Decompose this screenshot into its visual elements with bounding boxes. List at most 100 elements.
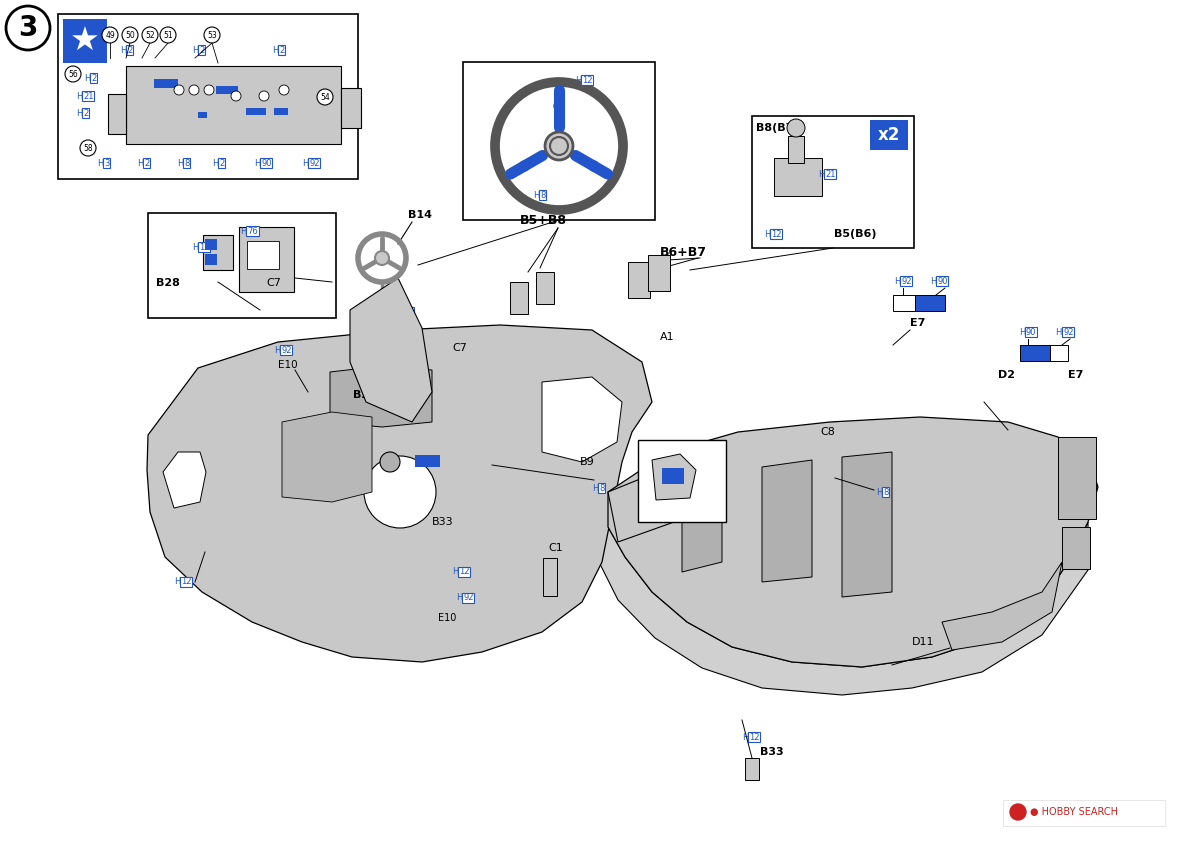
Polygon shape <box>147 325 652 662</box>
Text: 12: 12 <box>749 733 760 742</box>
Text: H: H <box>192 45 198 55</box>
Text: 21: 21 <box>83 92 94 100</box>
Text: D2: D2 <box>998 370 1016 380</box>
Text: C8: C8 <box>820 427 835 437</box>
Bar <box>774 158 822 196</box>
Text: H: H <box>212 158 218 168</box>
Text: B28: B28 <box>156 278 180 288</box>
Text: B5(B6): B5(B6) <box>834 229 877 239</box>
Circle shape <box>81 140 96 156</box>
Circle shape <box>555 101 564 111</box>
Text: D11: D11 <box>912 637 935 647</box>
Text: 90: 90 <box>261 158 271 168</box>
Bar <box>205 239 217 250</box>
Text: H: H <box>76 92 82 100</box>
Circle shape <box>160 27 177 43</box>
Circle shape <box>278 85 289 95</box>
Circle shape <box>519 161 530 171</box>
Text: 2: 2 <box>83 109 88 118</box>
Text: E10: E10 <box>278 360 297 370</box>
Text: H: H <box>1056 328 1062 337</box>
Text: 12: 12 <box>771 230 781 238</box>
Bar <box>274 108 288 115</box>
Text: 2: 2 <box>91 73 96 83</box>
Bar <box>203 235 233 270</box>
Polygon shape <box>329 366 433 427</box>
Polygon shape <box>598 522 1088 695</box>
Bar <box>1020 345 1050 361</box>
Text: 3: 3 <box>104 158 109 168</box>
Text: B14: B14 <box>408 210 433 220</box>
Text: x2: x2 <box>878 126 901 144</box>
Text: 8: 8 <box>540 190 545 200</box>
Bar <box>246 108 265 115</box>
Text: B33: B33 <box>760 747 783 757</box>
Text: 2: 2 <box>127 45 133 55</box>
Text: H: H <box>893 276 899 285</box>
Bar <box>463 62 655 220</box>
Bar <box>63 19 107 63</box>
Circle shape <box>787 119 805 137</box>
Text: 12: 12 <box>459 568 469 577</box>
Text: H: H <box>451 568 457 577</box>
Bar <box>1050 345 1068 361</box>
Text: 2: 2 <box>199 45 204 55</box>
Text: E7: E7 <box>1068 370 1083 380</box>
Text: 90: 90 <box>1026 328 1037 337</box>
Text: H: H <box>254 158 260 168</box>
Text: 2: 2 <box>219 158 224 168</box>
Text: H: H <box>76 109 82 118</box>
Bar <box>628 262 651 298</box>
Circle shape <box>231 91 241 101</box>
Text: 2: 2 <box>145 158 149 168</box>
Text: H: H <box>818 169 824 179</box>
Text: 50: 50 <box>126 30 135 40</box>
Text: E7: E7 <box>910 318 925 328</box>
Text: B33: B33 <box>433 517 454 527</box>
Bar <box>154 79 178 88</box>
Text: 92: 92 <box>1063 328 1074 337</box>
Text: H: H <box>239 226 246 236</box>
Text: 92: 92 <box>309 158 320 168</box>
Bar <box>205 254 217 265</box>
Bar <box>1058 437 1096 519</box>
Text: H: H <box>192 242 198 252</box>
Text: 90: 90 <box>937 276 948 285</box>
Text: H: H <box>136 158 143 168</box>
Text: H: H <box>302 158 308 168</box>
Text: H: H <box>174 578 180 587</box>
Circle shape <box>1010 804 1026 820</box>
Text: H: H <box>742 733 748 742</box>
Text: 12: 12 <box>582 76 592 84</box>
Circle shape <box>204 85 214 95</box>
Circle shape <box>260 91 269 101</box>
Bar <box>216 86 238 94</box>
Bar <box>648 255 670 291</box>
Text: 49: 49 <box>105 30 115 40</box>
Text: B9: B9 <box>579 457 595 467</box>
Polygon shape <box>282 412 372 502</box>
Text: 76: 76 <box>246 226 258 236</box>
Text: 2: 2 <box>278 45 284 55</box>
Circle shape <box>318 89 333 105</box>
Text: 52: 52 <box>146 30 155 40</box>
Circle shape <box>545 132 574 160</box>
Text: C7: C7 <box>265 278 281 288</box>
Bar <box>1003 800 1165 826</box>
Bar <box>788 136 803 163</box>
Text: A1: A1 <box>660 332 674 342</box>
Circle shape <box>122 27 137 43</box>
Text: E10: E10 <box>438 613 456 623</box>
Text: 21: 21 <box>825 169 835 179</box>
Polygon shape <box>843 452 892 597</box>
Circle shape <box>142 27 158 43</box>
Text: H: H <box>84 73 90 83</box>
Text: 12: 12 <box>181 578 192 587</box>
Text: 8: 8 <box>883 488 889 497</box>
Bar <box>638 440 726 522</box>
Text: H: H <box>274 345 280 354</box>
Bar <box>415 455 440 467</box>
Text: H: H <box>929 276 936 285</box>
Text: H: H <box>396 307 402 317</box>
Text: B24: B24 <box>353 390 377 400</box>
